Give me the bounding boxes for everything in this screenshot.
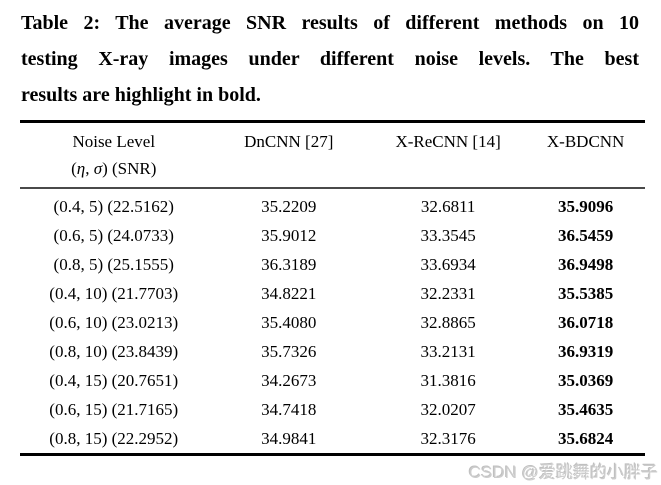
dncnn-cell: 35.4080: [261, 313, 317, 332]
csdn-watermark: CSDN @爱跳舞的小胖子: [468, 463, 658, 482]
dncnn-cell: 35.2209: [261, 197, 317, 216]
table-body: (0.4, 5) (22.5162) 35.2209 32.6811 35.90…: [20, 188, 645, 455]
xbdcnn-cell: 35.6824: [558, 429, 614, 448]
xbdcnn-cell: 35.0369: [558, 371, 614, 390]
noise-level-cell: (0.4, 15) (20.7651): [49, 371, 179, 390]
sigma-symbol: σ: [93, 159, 103, 178]
noise-level-cell: (0.8, 10) (23.8439): [49, 342, 179, 361]
caption-line-1: Table 2: The average SNR results of diff…: [21, 12, 639, 34]
noise-level-cell: (0.8, 15) (22.2952): [49, 429, 179, 448]
paren-open: (: [71, 159, 77, 178]
header-noise-line2: (η, σ) (SNR): [20, 155, 208, 182]
xbdcnn-cell: 36.9319: [558, 342, 614, 361]
xrecnn-cell: 33.3545: [420, 226, 476, 245]
header-noise-line1: Noise Level: [72, 132, 156, 151]
noise-level-cell: (0.6, 5) (24.0733): [53, 226, 174, 245]
noise-level-cell: (0.4, 5) (22.5162): [53, 197, 174, 216]
eta-symbol: η: [76, 159, 86, 178]
header-row: Noise Level (η, σ) (SNR) DnCNN [27] X-Re…: [20, 121, 645, 189]
table-header: Noise Level (η, σ) (SNR) DnCNN [27] X-Re…: [20, 121, 645, 189]
xrecnn-cell: 32.8865: [420, 313, 476, 332]
xrecnn-cell: 32.3176: [420, 429, 476, 448]
table-row: (0.8, 10) (23.8439) 35.7326 33.2131 36.9…: [20, 337, 645, 366]
dncnn-cell: 36.3189: [261, 255, 317, 274]
xrecnn-cell: 33.2131: [420, 342, 476, 361]
xbdcnn-cell: 35.4635: [558, 400, 614, 419]
xrecnn-cell: 31.3816: [420, 371, 476, 390]
xbdcnn-cell: 36.9498: [558, 255, 614, 274]
xrecnn-cell: 33.6934: [420, 255, 476, 274]
snr-results-table: Noise Level (η, σ) (SNR) DnCNN [27] X-Re…: [20, 120, 645, 456]
dncnn-cell: 34.7418: [261, 400, 317, 419]
header-xrecnn: X-ReCNN [14]: [370, 121, 527, 189]
caption-line-3: results are highlight in bold.: [21, 84, 261, 106]
table-row: (0.4, 5) (22.5162) 35.2209 32.6811 35.90…: [20, 188, 645, 221]
dncnn-cell: 34.2673: [261, 371, 317, 390]
noise-level-cell: (0.6, 10) (23.0213): [49, 313, 179, 332]
table-row: (0.4, 15) (20.7651) 34.2673 31.3816 35.0…: [20, 366, 645, 395]
xrecnn-cell: 32.2331: [420, 284, 476, 303]
xrecnn-cell: 32.6811: [420, 197, 476, 216]
table-row: (0.8, 15) (22.2952) 34.9841 32.3176 35.6…: [20, 424, 645, 455]
xbdcnn-cell: 36.5459: [558, 226, 614, 245]
dncnn-cell: 34.8221: [261, 284, 317, 303]
table-row: (0.8, 5) (25.1555) 36.3189 33.6934 36.94…: [20, 250, 645, 279]
comma-sep: ,: [85, 159, 94, 178]
xbdcnn-cell: 35.5385: [558, 284, 614, 303]
dncnn-cell: 35.7326: [261, 342, 317, 361]
noise-level-cell: (0.4, 10) (21.7703): [49, 284, 179, 303]
header-xbdcnn: X-BDCNN: [526, 121, 645, 189]
xbdcnn-cell: 35.9096: [558, 197, 614, 216]
noise-level-cell: (0.6, 15) (21.7165): [49, 400, 179, 419]
table-row: (0.4, 10) (21.7703) 34.8221 32.2331 35.5…: [20, 279, 645, 308]
noise-level-cell: (0.8, 5) (25.1555): [53, 255, 174, 274]
dncnn-cell: 34.9841: [261, 429, 317, 448]
dncnn-cell: 35.9012: [261, 226, 317, 245]
header-noise-level: Noise Level (η, σ) (SNR): [20, 121, 208, 189]
xbdcnn-cell: 36.0718: [558, 313, 614, 332]
caption-line-2: testing X-ray images under different noi…: [21, 48, 639, 70]
table-caption: Table 2: The average SNR results of diff…: [21, 5, 639, 113]
table-row: (0.6, 15) (21.7165) 34.7418 32.0207 35.4…: [20, 395, 645, 424]
header-dncnn: DnCNN [27]: [207, 121, 370, 189]
paren-close-snr: ) (SNR): [102, 159, 157, 178]
xrecnn-cell: 32.0207: [420, 400, 476, 419]
table-row: (0.6, 10) (23.0213) 35.4080 32.8865 36.0…: [20, 308, 645, 337]
table-row: (0.6, 5) (24.0733) 35.9012 33.3545 36.54…: [20, 221, 645, 250]
